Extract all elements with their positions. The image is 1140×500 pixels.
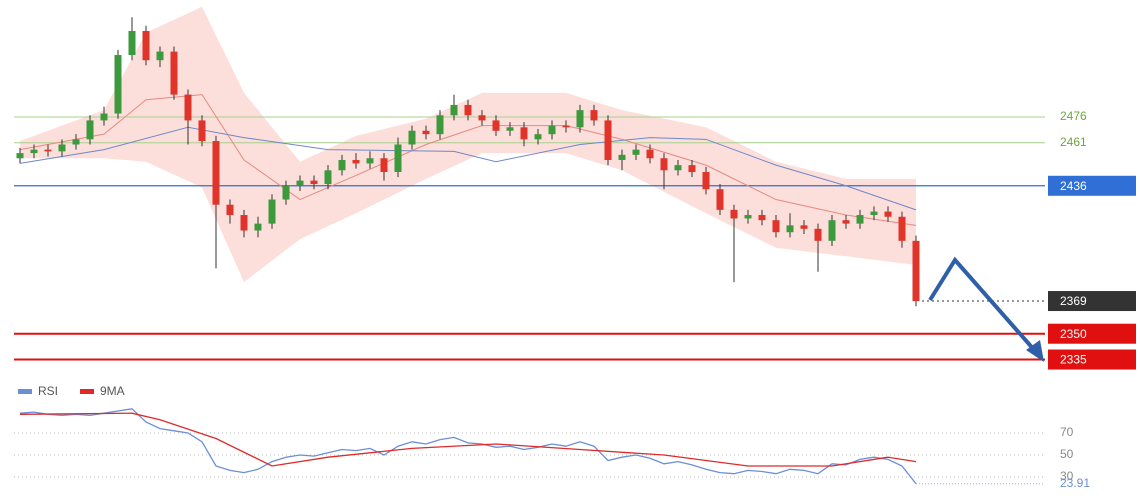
candle-body bbox=[268, 199, 276, 224]
candle-body bbox=[366, 158, 374, 164]
candle-body bbox=[16, 153, 24, 159]
candle-body bbox=[72, 139, 80, 145]
y-tick-label: 50 bbox=[1060, 447, 1074, 461]
price-level-label: 2461 bbox=[1060, 135, 1087, 149]
candle-body bbox=[842, 220, 850, 224]
candle-body bbox=[380, 158, 388, 173]
bollinger-band bbox=[20, 6, 916, 283]
price-tag bbox=[1048, 323, 1136, 344]
candle-body bbox=[240, 215, 248, 231]
candle-body bbox=[590, 110, 598, 121]
indicator-line bbox=[19, 412, 917, 467]
candle-body bbox=[310, 180, 318, 185]
candle-body bbox=[814, 228, 822, 241]
candle-body bbox=[436, 115, 444, 135]
candle-body bbox=[422, 130, 430, 135]
candle-body bbox=[800, 225, 808, 229]
indicator-line bbox=[19, 408, 917, 485]
candle-body bbox=[338, 159, 346, 171]
candle-body bbox=[324, 170, 332, 185]
candle-body bbox=[674, 165, 682, 171]
candle-body bbox=[758, 215, 766, 221]
candle-body bbox=[352, 159, 360, 164]
legend-swatch bbox=[80, 389, 94, 394]
candle-body bbox=[212, 141, 220, 205]
candle-body bbox=[786, 225, 794, 233]
y-tick-label: 70 bbox=[1060, 425, 1074, 439]
candle-body bbox=[464, 104, 472, 116]
candle-body bbox=[128, 30, 136, 56]
legend-label: RSI bbox=[38, 384, 58, 398]
candle-body bbox=[646, 149, 654, 159]
legend-swatch bbox=[18, 389, 32, 394]
candle-body bbox=[198, 120, 206, 142]
candle-body bbox=[170, 51, 178, 95]
candle-body bbox=[156, 51, 164, 61]
rsi-panel: 70 50 30 RSI 9MA 23.91 bbox=[14, 384, 1090, 490]
candle-body bbox=[618, 154, 626, 160]
candle-body bbox=[604, 120, 612, 160]
price-tag-label: 2369 bbox=[1060, 294, 1087, 308]
candle-body bbox=[534, 134, 542, 140]
candle-body bbox=[702, 172, 710, 190]
price-tag bbox=[1048, 175, 1136, 196]
price-tag-label: 2436 bbox=[1060, 179, 1087, 193]
last-value-label: 23.91 bbox=[1060, 476, 1090, 490]
price-tag bbox=[1048, 349, 1136, 370]
candle-body bbox=[884, 211, 892, 217]
forecast-arrow bbox=[928, 256, 1038, 354]
candle-body bbox=[58, 144, 66, 152]
candle-body bbox=[716, 189, 724, 210]
candle-body bbox=[548, 125, 556, 135]
candle-body bbox=[688, 165, 696, 173]
candle-body bbox=[870, 211, 878, 216]
price-panel: 2476 2461 2436 2369 2350 2335 bbox=[14, 6, 1136, 370]
candle-body bbox=[86, 120, 94, 140]
candle-body bbox=[30, 149, 38, 154]
candle-body bbox=[562, 125, 570, 128]
candle-body bbox=[576, 110, 584, 128]
candle-body bbox=[450, 104, 458, 116]
candle-body bbox=[828, 220, 836, 241]
candle-body bbox=[296, 180, 304, 186]
price-level-label: 2476 bbox=[1060, 109, 1087, 123]
candle-body bbox=[254, 223, 262, 231]
candle-body bbox=[856, 215, 864, 224]
candle-body bbox=[506, 127, 514, 131]
candle-body bbox=[744, 215, 752, 219]
candle-body bbox=[394, 144, 402, 173]
candle-body bbox=[898, 216, 906, 241]
price-tag-label: 2350 bbox=[1060, 327, 1087, 341]
candle-body bbox=[184, 94, 192, 121]
candle-body bbox=[772, 220, 780, 233]
candle-body bbox=[142, 30, 150, 61]
candle-body bbox=[44, 149, 52, 152]
candle-body bbox=[100, 113, 108, 121]
arrow-head bbox=[1026, 340, 1044, 362]
candle-body bbox=[520, 127, 528, 140]
candle-body bbox=[632, 149, 640, 155]
y-tick-label: 30 bbox=[1060, 469, 1074, 483]
price-tag bbox=[1048, 291, 1136, 312]
candle-body bbox=[226, 204, 234, 216]
candle-body bbox=[730, 209, 738, 219]
price-tag-label: 2335 bbox=[1060, 353, 1087, 367]
candle-body bbox=[282, 185, 290, 200]
candle-body bbox=[660, 158, 668, 171]
candle-body bbox=[114, 55, 122, 114]
candle-body bbox=[408, 130, 416, 145]
candle-body bbox=[478, 115, 486, 121]
moving-average bbox=[19, 94, 917, 226]
candle-body bbox=[912, 240, 920, 302]
legend-label: 9MA bbox=[100, 384, 125, 398]
candle-body bbox=[492, 120, 500, 131]
